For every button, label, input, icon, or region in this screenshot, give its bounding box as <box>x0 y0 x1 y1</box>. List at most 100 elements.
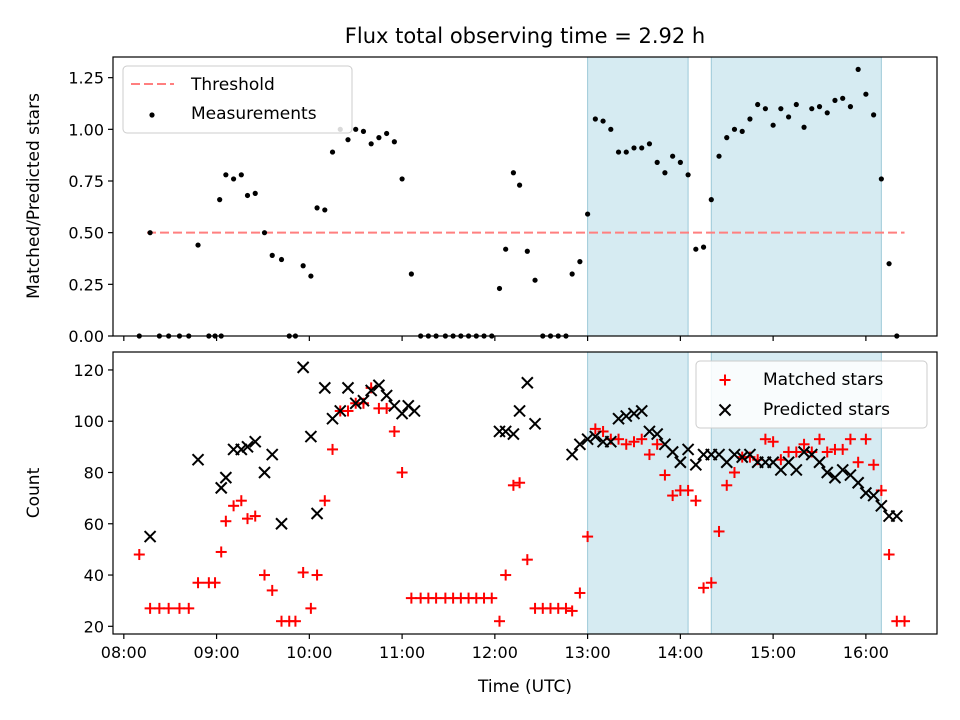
predicted-stars-point <box>275 517 288 530</box>
matched-stars-point <box>163 602 175 614</box>
matched-stars-point <box>844 433 856 445</box>
matched-stars-point <box>899 615 911 627</box>
legend-threshold-label: Threshold <box>190 75 275 95</box>
matched-stars-point <box>311 569 323 581</box>
predicted-stars-point <box>635 404 648 418</box>
matched-stars-point <box>852 456 864 468</box>
x-tick-label: 13:00 <box>565 643 611 662</box>
predicted-stars-point <box>821 466 834 479</box>
bottom-legend: Matched stars Predicted stars <box>695 360 928 429</box>
matched-stars-point <box>507 479 519 491</box>
matched-stars-point <box>628 436 640 448</box>
measurement-point <box>785 114 792 120</box>
measurement-point <box>223 172 229 178</box>
measurement-point <box>384 130 390 137</box>
y-tick-label: 0.25 <box>68 275 104 294</box>
measurement-point <box>731 126 738 132</box>
predicted-stars-point <box>395 407 409 420</box>
measurement-point <box>524 248 530 254</box>
predicted-stars-point <box>372 379 386 392</box>
predicted-stars-point <box>528 417 542 430</box>
matched-stars-point <box>767 436 779 448</box>
matched-stars-point <box>582 531 594 543</box>
predicted-stars-point <box>875 499 888 513</box>
matched-stars-point <box>388 425 400 437</box>
measurement-point <box>793 101 799 108</box>
matched-stars-point <box>643 449 655 461</box>
predicted-stars-point <box>689 458 703 472</box>
predicted-stars-point <box>304 430 318 443</box>
y-tick-label: 0.75 <box>68 172 104 191</box>
legend-measurements-label: Measurements <box>191 104 317 124</box>
measurement-point <box>399 176 405 182</box>
predicted-stars-point <box>266 448 279 461</box>
highlight-span <box>711 57 882 336</box>
x-tick-label: 14:00 <box>657 643 703 662</box>
predicted-stars-point <box>249 435 262 448</box>
measurement-point <box>408 271 414 277</box>
measurement-point <box>654 159 660 165</box>
measurement-point <box>510 170 517 176</box>
matched-stars-point <box>613 433 625 445</box>
measurement-point <box>623 149 629 155</box>
x-tick-label: 08:00 <box>101 643 147 662</box>
predicted-stars-point <box>859 486 873 500</box>
highlight-span <box>587 57 689 336</box>
measurement-point <box>600 118 606 124</box>
predicted-stars-point <box>643 425 656 438</box>
legend-matched-label: Matched stars <box>763 370 883 390</box>
predicted-stars-point <box>310 507 324 520</box>
matched-stars-point <box>566 605 578 617</box>
measurement-point <box>863 91 869 97</box>
y-tick-label: 100 <box>73 412 104 431</box>
measurement-point <box>230 176 237 182</box>
predicted-stars-point <box>191 453 205 466</box>
predicted-stars-point <box>728 448 741 461</box>
predicted-stars-point <box>357 394 370 407</box>
measurement-point <box>871 112 877 118</box>
plot-frame <box>112 56 938 337</box>
measurement-point <box>532 277 538 283</box>
predicted-stars-point <box>797 445 811 459</box>
predicted-stars-point <box>349 397 362 410</box>
predicted-stars-point <box>813 456 826 469</box>
matched-stars-point <box>659 469 671 481</box>
predicted-stars-point <box>581 432 594 446</box>
measurement-point <box>368 141 374 147</box>
predicted-stars-point <box>650 427 664 441</box>
predicted-stars-point <box>513 404 526 418</box>
measurement-point <box>809 106 815 112</box>
matched-stars-point <box>259 569 271 581</box>
measurement-point <box>708 197 714 203</box>
matched-stars-point <box>667 490 679 502</box>
measurement-point <box>724 135 730 141</box>
top-legend: Threshold Measurements <box>122 65 353 134</box>
matched-stars-point <box>821 446 833 458</box>
matched-stars-point <box>620 438 632 450</box>
measurement-point <box>252 190 258 196</box>
x-tick-label: 10:00 <box>286 643 332 662</box>
y-tick-label: 40 <box>84 566 104 585</box>
matched-stars-point <box>486 592 498 604</box>
matched-stars-point <box>153 602 165 614</box>
measurement-point <box>700 244 707 250</box>
legend-predicted-label: Predicted stars <box>763 400 890 420</box>
measurement-point <box>308 273 314 279</box>
matched-stars-point <box>266 584 278 596</box>
matched-stars-point <box>305 602 317 614</box>
measurement-point <box>592 116 598 122</box>
matched-stars-point <box>319 495 331 507</box>
matched-stars-point <box>682 484 694 496</box>
predicted-stars-point <box>867 489 880 502</box>
measurement-point <box>801 124 807 130</box>
predicted-stars-point <box>573 438 587 451</box>
predicted-stars-point <box>507 427 520 441</box>
measurement-point <box>840 95 846 101</box>
matched-stars-point <box>589 423 601 435</box>
predicted-stars-point <box>851 476 865 489</box>
matched-stars-point <box>381 402 393 414</box>
measurement-point <box>147 230 153 236</box>
measurement-point <box>739 128 745 134</box>
matched-stars-point <box>636 433 648 445</box>
